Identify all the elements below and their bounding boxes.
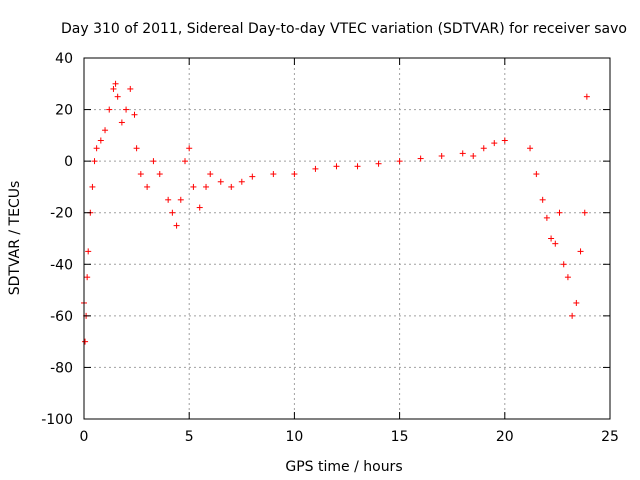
data-point [581,209,588,216]
data-point [93,145,100,152]
data-point [196,204,203,211]
data-point [396,158,403,165]
data-point [333,163,340,170]
data-point [375,160,382,167]
data-point [118,119,125,126]
data-point [150,158,157,165]
data-point [228,183,235,190]
x-tick-label: 25 [601,429,619,445]
data-point [131,111,138,118]
data-point [312,165,319,172]
data-point [564,274,571,281]
data-point [123,106,130,113]
data-point [169,209,176,216]
x-tick-label: 5 [185,429,194,445]
data-point [491,140,498,147]
data-point [470,152,477,159]
data-point [186,145,193,152]
y-axis-label: SDTVAR / TECUs [7,181,23,296]
data-point [238,178,245,185]
data-point [177,196,184,203]
data-point [501,137,508,144]
data-point [569,312,576,319]
y-tick-label: 0 [64,154,73,170]
data-point [89,183,96,190]
data-point [156,171,163,178]
y-tick-label: 20 [55,103,73,119]
grid-lines [84,58,610,419]
data-point [173,222,180,229]
data-point [539,196,546,203]
chart-title: Day 310 of 2011, Sidereal Day-to-day VTE… [61,21,627,37]
data-point [114,93,121,100]
data-point [533,171,540,178]
data-point [552,240,559,247]
data-point [112,80,119,87]
data-point [91,158,98,165]
data-point [217,178,224,185]
data-point [354,163,361,170]
data-point [417,155,424,162]
x-tick-label: 10 [285,429,303,445]
data-point [165,196,172,203]
x-tick-label: 20 [496,429,514,445]
data-point [203,183,210,190]
data-point [127,85,134,92]
data-point [85,248,92,255]
y-tick-label: 40 [55,51,73,67]
data-point [110,85,117,92]
y-tick-label: -60 [50,309,73,325]
y-tick-label: -40 [50,257,73,273]
y-tick-label: -80 [50,360,73,376]
data-point [548,235,555,242]
data-point [102,127,109,134]
x-axis-label: GPS time / hours [285,459,402,475]
data-point [270,171,277,178]
data-point [133,145,140,152]
data-point [137,171,144,178]
axis-ticks: 0 5 10 15 20 25 -100 -80 -60 -40 -20 0 20 40 [41,51,619,445]
data-point [207,171,214,178]
x-tick-label: 15 [391,429,409,445]
data-point [543,214,550,221]
data-points [81,80,590,345]
data-point [291,171,298,178]
data-point [459,150,466,157]
data-point [583,93,590,100]
data-point [84,274,91,281]
data-point [438,152,445,159]
data-point [190,183,197,190]
data-point [577,248,584,255]
data-point [480,145,487,152]
y-tick-label: -100 [41,412,73,428]
data-point [106,106,113,113]
data-point [560,261,567,268]
data-point [144,183,151,190]
data-point [181,158,188,165]
plot-frame [83,57,611,420]
x-tick-label: 0 [80,429,89,445]
data-point [97,137,104,144]
data-point [527,145,534,152]
data-point [556,209,563,216]
y-tick-label: -20 [50,206,73,222]
data-point [573,299,580,306]
data-point [82,338,89,345]
data-point [249,173,256,180]
